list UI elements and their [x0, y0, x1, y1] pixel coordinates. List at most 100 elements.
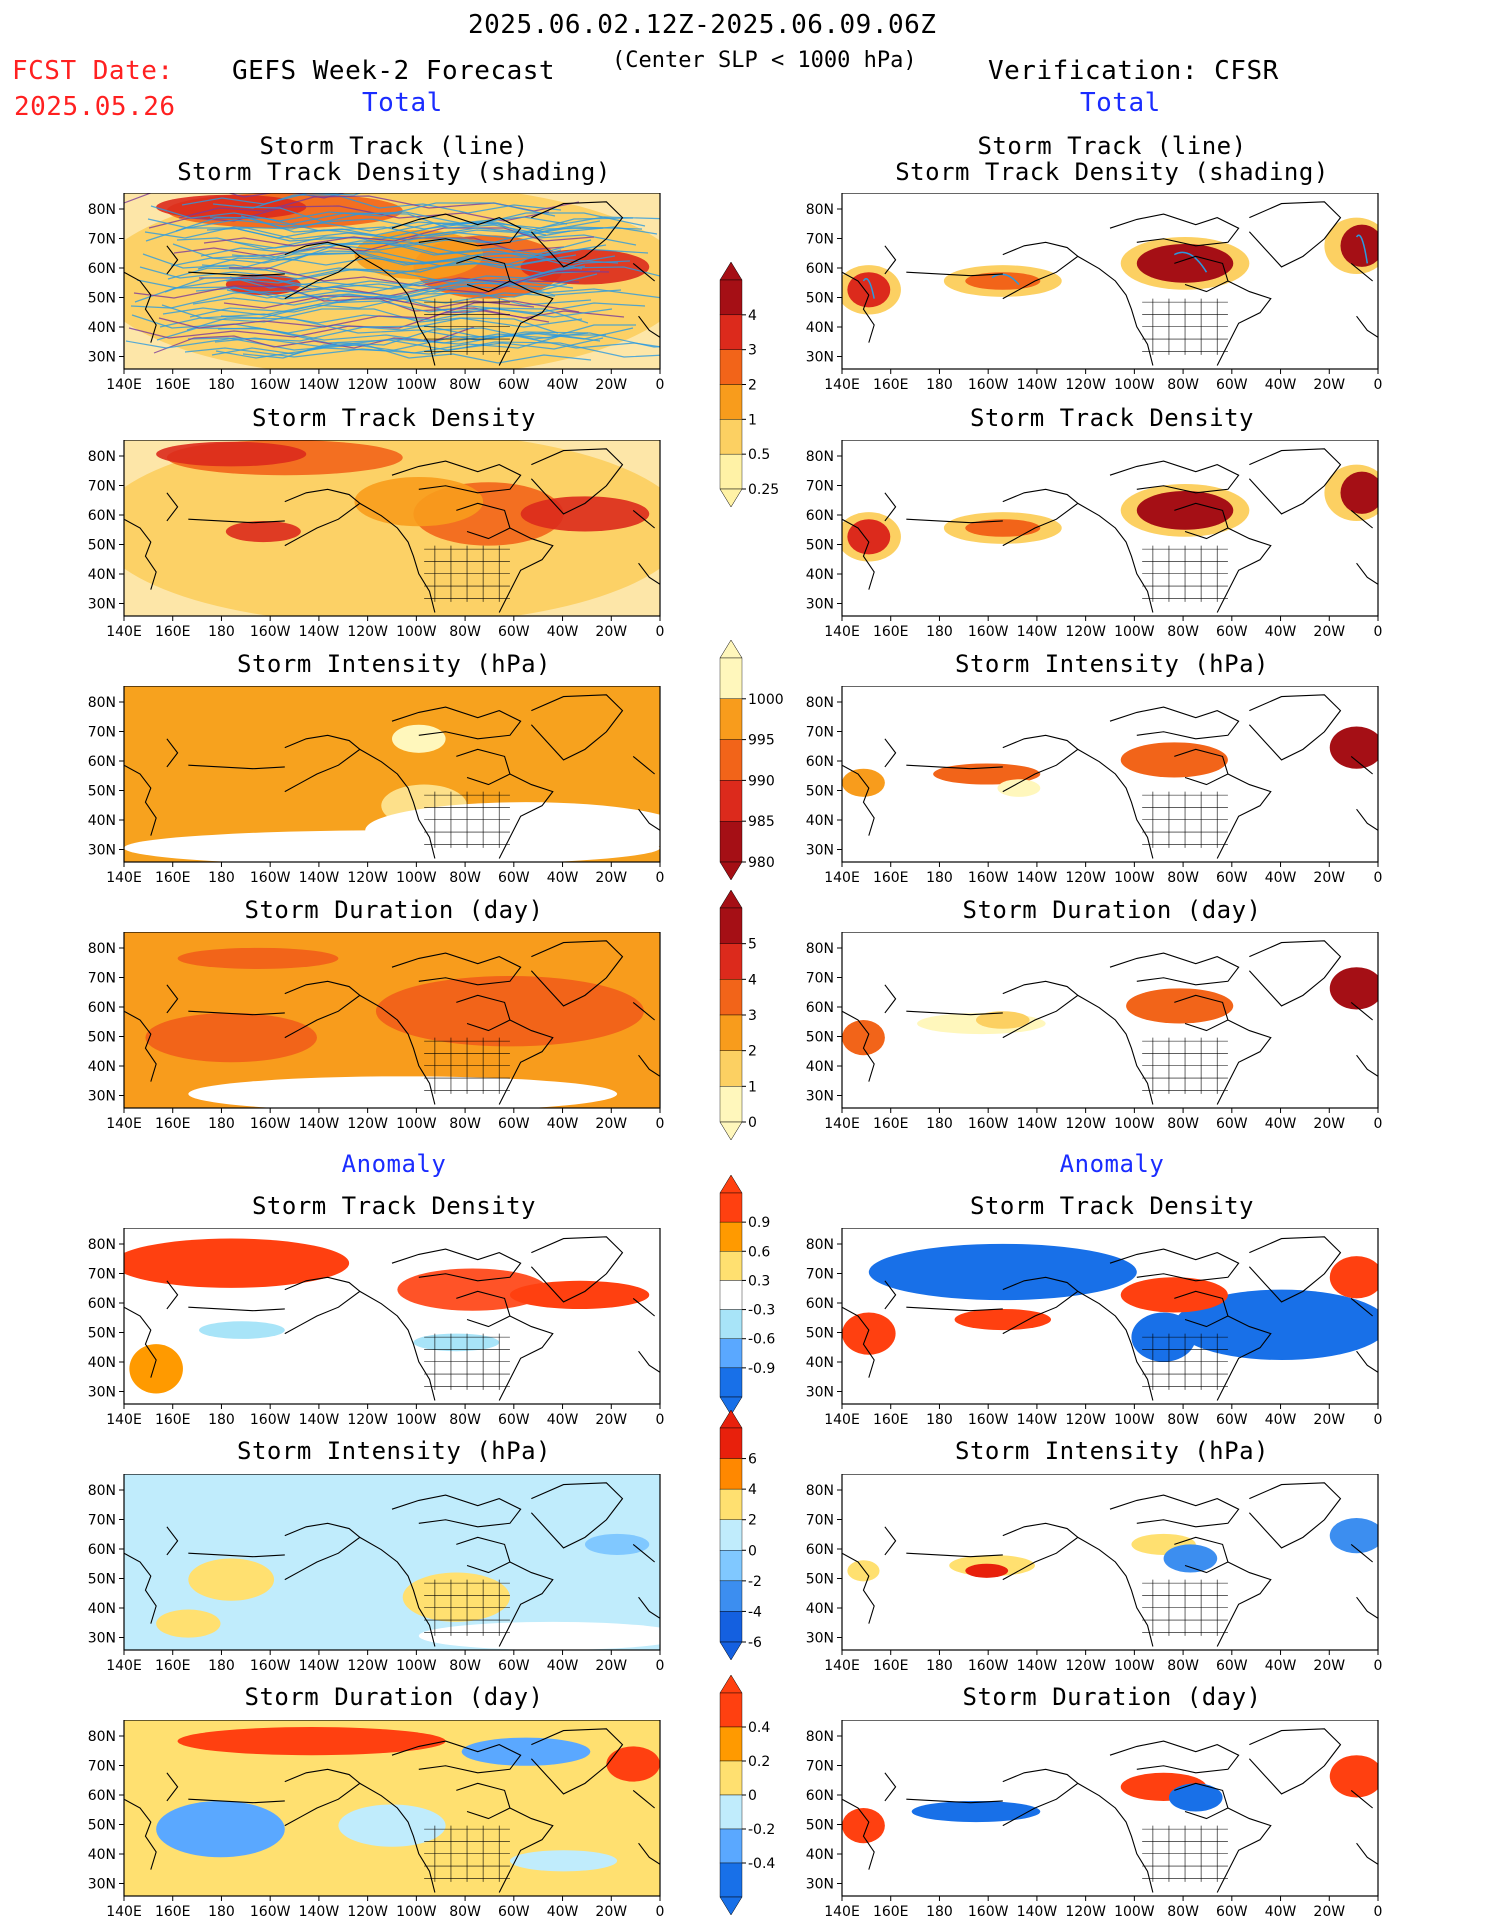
coastline: [884, 1772, 897, 1802]
lat-tick-label: 40N: [806, 1847, 834, 1863]
title-R3: Storm Intensity (hPa): [955, 650, 1269, 678]
coastline: [884, 1526, 897, 1556]
storm-track-line: [175, 217, 601, 237]
coastline: [1248, 1482, 1342, 1549]
field-shading: [911, 1800, 1041, 1823]
lon-tick-label: 0: [1374, 1412, 1383, 1428]
coastline: [124, 764, 157, 836]
field-shading: [520, 496, 650, 532]
lat-tick-label: 80N: [806, 1483, 834, 1499]
coastline: [1356, 1596, 1378, 1619]
right-column-title: Verification: CFSR: [988, 56, 1279, 86]
coastline: [188, 764, 285, 770]
lon-tick-label: 100W: [396, 1904, 437, 1920]
title-R1-a: Storm Track (line): [977, 132, 1247, 160]
field-shading: [847, 1560, 880, 1582]
storm-track-line: [184, 341, 660, 358]
coastline: [1077, 1782, 1154, 1893]
field-shading: [397, 1268, 548, 1311]
coastline: [391, 952, 522, 986]
lon-tick-label: 160W: [250, 870, 291, 886]
field-shading: [1340, 471, 1378, 514]
coastline: [1077, 994, 1154, 1105]
storm-track-line: [201, 252, 619, 269]
colorbar-label: 3: [748, 343, 757, 359]
map-frame: [123, 1228, 661, 1405]
storm-track-line: [181, 193, 363, 206]
colorbar-segment: [719, 907, 743, 944]
coastline: [124, 1552, 157, 1624]
lat-tick-label: 80N: [806, 941, 834, 957]
lon-tick-label: 180: [208, 870, 235, 886]
coastline: [166, 1280, 179, 1310]
colorbar-segment: [719, 1221, 743, 1252]
coastline: [166, 1772, 179, 1802]
coastline: [188, 518, 285, 524]
colorbar-segment: [719, 1427, 743, 1459]
colorbar-label: 1000: [748, 692, 784, 708]
lat-tick-label: 50N: [806, 1326, 834, 1342]
coastline: [188, 1306, 285, 1312]
title-R4: Storm Duration (day): [962, 896, 1262, 924]
field-shading: [461, 1737, 591, 1766]
lon-tick-label: 160E: [873, 1658, 909, 1674]
coastline: [1077, 502, 1154, 613]
lon-tick-label: 100W: [1114, 870, 1155, 886]
lon-tick-label: 0: [1374, 870, 1383, 886]
map-panel-L7: 80N 70N 60N 50N 40N 30N 140E 160E 180 160W 140W 120…: [88, 1720, 665, 1920]
coastline: [1174, 1782, 1229, 1820]
lon-tick-label: 0: [656, 1904, 665, 1920]
storm-track-line: [156, 327, 604, 351]
colorbar-label: -0.2: [748, 1822, 775, 1838]
coastline: [1350, 509, 1373, 529]
field-shading: [156, 194, 307, 220]
lon-tick-label: 180: [926, 1904, 953, 1920]
storm-track-line: [130, 290, 556, 309]
title-R1-b: Storm Track Density (shading): [895, 158, 1329, 186]
storm-track-line: [226, 279, 660, 299]
colorbar-label: 0.3: [748, 1273, 770, 1289]
colorbar-segment: [719, 1086, 743, 1123]
lon-tick-label: 180: [208, 1116, 235, 1132]
field-shading: [606, 1746, 660, 1782]
coastline: [884, 984, 897, 1014]
lon-tick-label: 120W: [1065, 1412, 1106, 1428]
lat-tick-label: 70N: [88, 1267, 116, 1283]
coastline: [530, 694, 624, 761]
colorbar-segment: [719, 1726, 743, 1762]
title-R7: Storm Duration (day): [962, 1683, 1262, 1711]
coastline: [498, 280, 554, 366]
lon-tick-label: 20W: [1313, 624, 1345, 640]
title-L4: Storm Duration (day): [244, 896, 544, 924]
lon-tick-label: 160E: [155, 1412, 191, 1428]
map-panel-L2: 80N 70N 60N 50N 40N 30N 140E 160E 180 160W 140W 120…: [88, 440, 664, 640]
field-shading: [954, 1308, 1052, 1331]
lat-tick-label: 70N: [806, 725, 834, 741]
field-shading: [965, 272, 1041, 290]
lon-tick-label: 160W: [968, 1658, 1009, 1674]
lat-tick-label: 60N: [806, 1542, 834, 1558]
lat-tick-label: 30N: [88, 1631, 116, 1647]
lat-tick-label: 30N: [806, 1631, 834, 1647]
lat-tick-label: 60N: [806, 1000, 834, 1016]
map-panel-R6: 80N 70N 60N 50N 40N 30N 140E 160E 180 160W 140W 120…: [806, 1474, 1382, 1674]
lat-tick-label: 80N: [806, 1729, 834, 1745]
colorbar-density-total: 4 3 2 1 0.5 0.25: [719, 261, 779, 508]
lon-tick-label: 60W: [1216, 870, 1248, 886]
lat-tick-label: 30N: [88, 350, 116, 366]
colorbar-label: 995: [748, 733, 775, 749]
colorbar-segment: [719, 279, 743, 316]
lon-tick-label: 140E: [106, 1412, 142, 1428]
colorbar-label: 4: [748, 308, 757, 324]
lon-tick-label: 20W: [595, 1116, 627, 1132]
map-frame: [841, 1474, 1379, 1651]
field-shading: [1136, 244, 1234, 283]
lon-tick-label: 120W: [1065, 870, 1106, 886]
coastline: [359, 1290, 436, 1401]
map-panel-R2: 80N 70N 60N 50N 40N 30N 140E 160E 180 160W 140W 120…: [806, 440, 1382, 640]
coastline: [906, 1552, 1003, 1558]
lon-tick-label: 160W: [968, 1904, 1009, 1920]
storm-track-line: [170, 250, 586, 274]
lon-tick-label: 160W: [250, 1658, 291, 1674]
coastline: [1109, 706, 1240, 740]
